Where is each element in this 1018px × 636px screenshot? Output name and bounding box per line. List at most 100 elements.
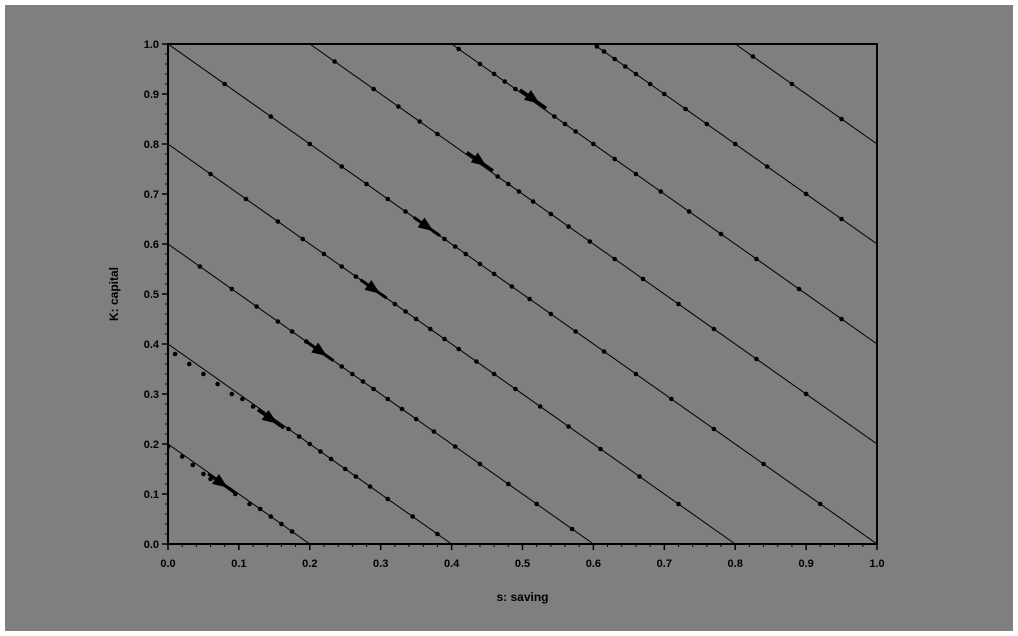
trajectory-point: [711, 326, 717, 332]
direction-arrow: [306, 341, 335, 362]
trajectory-point: [353, 274, 359, 279]
trajectory-point: [215, 381, 220, 387]
trajectory-point: [474, 359, 479, 364]
trajectory-point: [686, 209, 692, 214]
trajectory-point: [548, 211, 554, 217]
trajectory-point: [289, 529, 295, 534]
trajectory-line: [168, 44, 877, 544]
trajectory-point: [633, 371, 639, 377]
trajectory-point: [350, 371, 355, 377]
trajectory-point: [732, 141, 738, 147]
trajectory-point: [364, 181, 369, 187]
trajectory-point: [413, 316, 419, 322]
x-tick-label: 0.6: [586, 558, 601, 570]
y-tick-label: 0.7: [144, 189, 159, 201]
trajectory-point: [463, 251, 469, 257]
trajectory-point: [367, 484, 373, 489]
trajectory-point: [229, 286, 235, 292]
direction-arrow-shaft: [412, 216, 441, 237]
trajectory-line: [309, 44, 877, 445]
trajectory-point: [328, 456, 334, 462]
trajectory-point: [442, 236, 447, 242]
x-tick-label: 0.2: [302, 558, 317, 570]
trajectory-point: [502, 79, 508, 84]
trajectory-point: [296, 434, 302, 439]
trajectory-point: [403, 209, 408, 214]
trajectory-4: [168, 143, 736, 544]
trajectory-point: [257, 506, 263, 512]
trajectory-point: [307, 141, 313, 147]
trajectory-point: [268, 114, 274, 119]
y-tick-label: 0.0: [144, 539, 159, 551]
trajectory-point: [506, 481, 511, 487]
trajectory-point: [789, 81, 795, 87]
trajectory-point: [637, 474, 642, 479]
trajectory-8: [593, 44, 877, 245]
direction-arrow-shaft: [207, 472, 236, 494]
trajectory-point: [250, 404, 256, 409]
trajectory-point: [839, 316, 844, 322]
trajectory-point: [208, 171, 213, 177]
trajectory-point: [399, 406, 405, 412]
trajectory-point: [396, 104, 401, 109]
trajectory-point: [569, 526, 575, 532]
trajectory-point: [385, 196, 391, 202]
trajectory-point: [229, 391, 235, 397]
trajectory-point: [612, 156, 617, 162]
y-tick-label: 0.3: [144, 389, 159, 401]
trajectory-line: [168, 243, 594, 544]
trajectory-point: [662, 91, 667, 97]
plot-area: [168, 44, 877, 544]
trajectory-point: [796, 286, 802, 292]
direction-arrow-shaft: [519, 88, 548, 110]
trajectory-point: [513, 86, 518, 92]
trajectory-9: [734, 44, 877, 145]
trajectory-point: [530, 199, 536, 204]
trajectory-point: [491, 371, 497, 377]
trajectory-point: [527, 296, 532, 302]
trajectory-point: [307, 441, 313, 447]
trajectory-point: [612, 256, 617, 262]
x-tick-label: 0.5: [515, 558, 530, 570]
trajectory-point: [385, 396, 391, 402]
trajectory-point: [537, 404, 543, 409]
trajectory-point: [491, 271, 497, 277]
y-tick-label: 0.1: [144, 489, 159, 501]
trajectory-point: [601, 349, 607, 354]
trajectory-point: [190, 462, 196, 468]
x-axis: 0.0 0.1 0.2 0.3 0.4 0.5 0.6 0.7 0.8 0.9 1.0: [160, 544, 885, 570]
trajectory-point: [552, 114, 557, 119]
x-tick-label: 1.0: [869, 558, 884, 570]
trajectory-point: [254, 304, 259, 309]
y-tick-label: 0.9: [144, 89, 159, 101]
trajectory-line: [734, 44, 877, 145]
trajectory-point: [803, 391, 809, 397]
x-tick-label: 0.4: [444, 558, 460, 570]
trajectory-point: [321, 251, 327, 257]
trajectory-point: [201, 471, 206, 477]
y-tick-label: 0.2: [144, 439, 159, 451]
trajectory-line: [451, 44, 877, 345]
trajectory-point: [456, 46, 461, 52]
trajectory-1: [168, 443, 311, 544]
trajectory-point: [754, 356, 759, 362]
trajectory-point: [548, 311, 554, 317]
trajectory-point: [385, 496, 391, 502]
trajectory-point: [612, 56, 617, 62]
trajectory-point: [516, 189, 522, 194]
trajectory-point: [676, 501, 681, 507]
phase-diagram-chart: 0.0 0.1 0.2 0.3 0.4 0.5 0.6 0.7 0.8 0.9 1.00.00.10…: [107, 39, 885, 604]
trajectory-point: [647, 81, 653, 87]
direction-arrow: [519, 88, 548, 110]
x-tick-label: 0.9: [798, 558, 813, 570]
trajectory-point: [839, 216, 844, 222]
trajectory-point: [591, 141, 596, 147]
trajectory-point: [233, 491, 238, 497]
trajectory-point: [452, 244, 458, 249]
trajectory-point: [403, 309, 408, 314]
trajectory-point: [587, 239, 593, 244]
trajectory-point: [332, 59, 337, 64]
trajectory-point: [275, 219, 281, 224]
trajectory-point: [594, 44, 600, 49]
trajectory-point: [442, 336, 447, 342]
